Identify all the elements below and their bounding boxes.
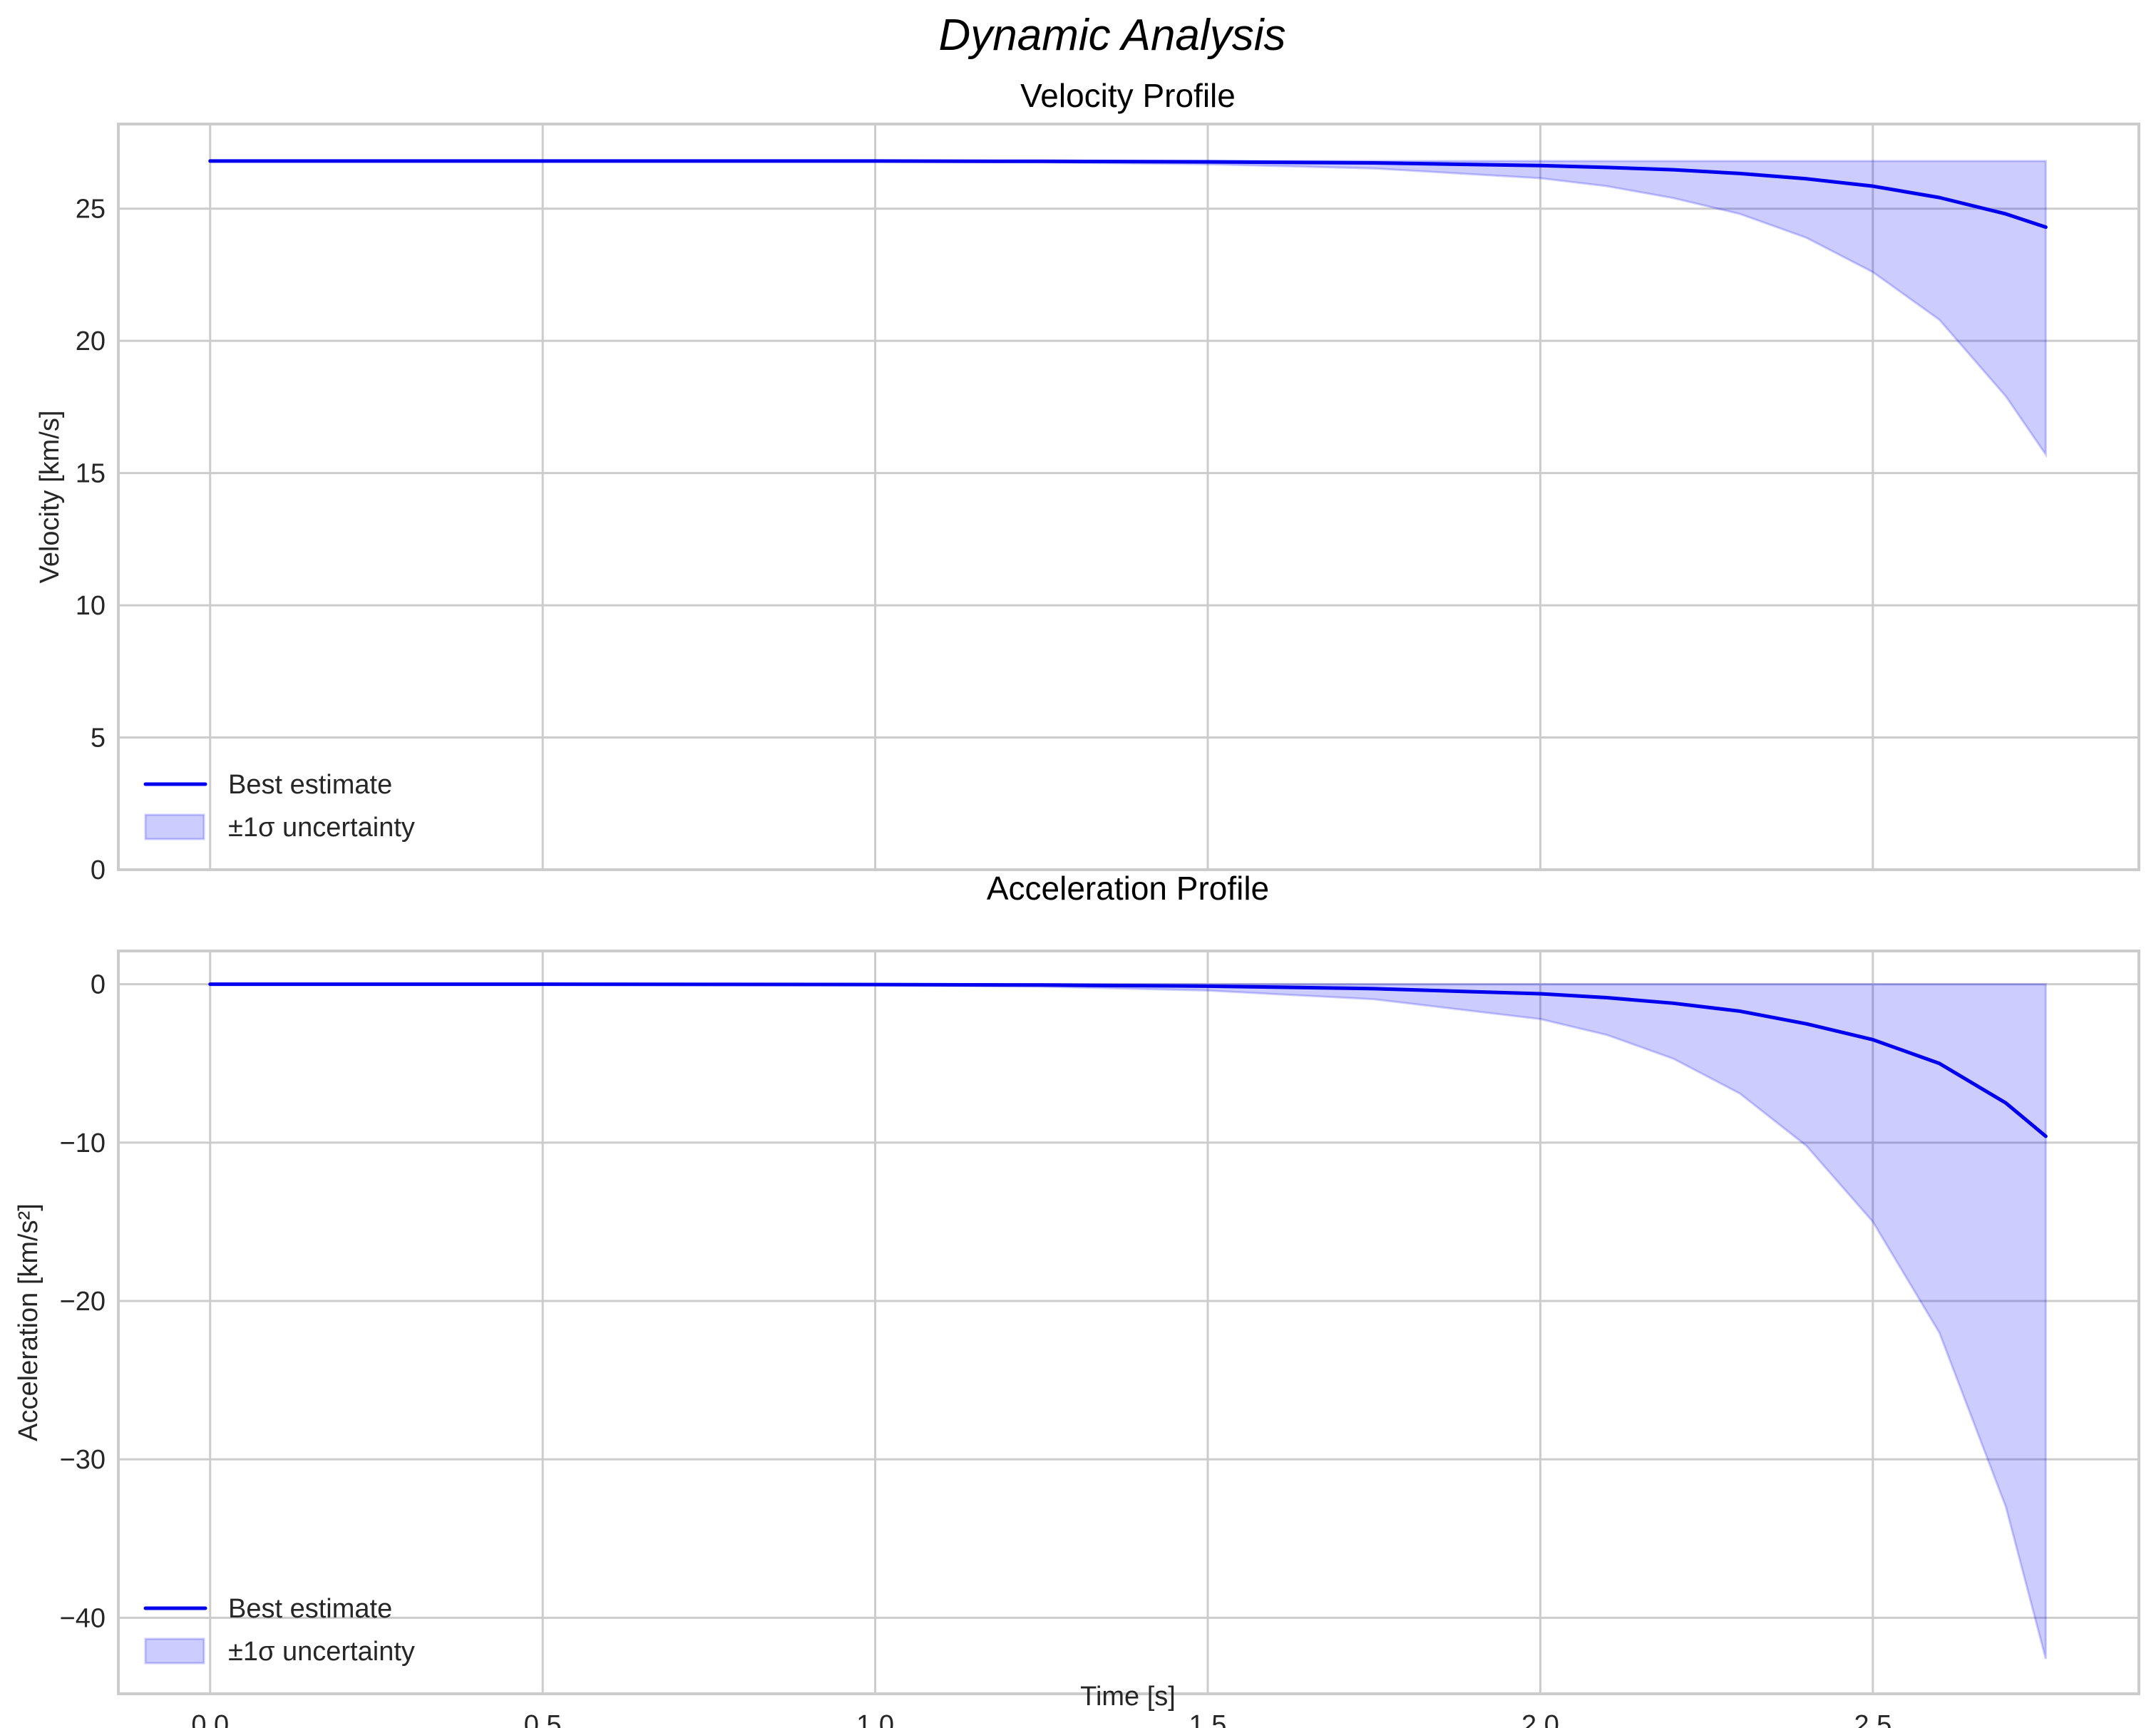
legend-label-uncertainty: ±1σ uncertainty <box>228 1637 415 1667</box>
x-tick-label: 1.0 <box>856 1710 894 1728</box>
legend-band-swatch <box>144 813 205 840</box>
y-tick-label: 0 <box>91 855 106 885</box>
acceleration-legend: Best estimate ±1σ uncertainty <box>143 1594 415 1667</box>
x-axis-label: Time [s] <box>1080 1682 1176 1712</box>
legend-band-swatch <box>144 1637 205 1665</box>
y-tick-label: 20 <box>76 326 106 356</box>
y-tick-label: 10 <box>76 591 106 621</box>
y-tick-label: −40 <box>60 1603 106 1633</box>
x-tick-label: 0.5 <box>524 1710 562 1728</box>
y-tick-label: −20 <box>60 1287 106 1317</box>
velocity-axes-frame <box>117 123 2140 871</box>
velocity-panel: Velocity Profile 0 5 10 15 20 25 Velocity [km… <box>35 77 2140 885</box>
velocity-ylabel: Velocity [km/s] <box>35 411 65 584</box>
velocity-title: Velocity Profile <box>1020 77 1236 114</box>
y-tick-label: −30 <box>60 1445 106 1475</box>
figure-suptitle: Dynamic Analysis <box>939 11 1286 60</box>
acceleration-axes-frame <box>117 950 2140 1695</box>
velocity-best-estimate-line <box>208 159 2048 230</box>
y-tick-label: 15 <box>76 459 106 489</box>
legend-label-uncertainty: ±1σ uncertainty <box>228 813 415 843</box>
x-tick-label: 2.0 <box>1521 1710 1559 1728</box>
x-axis-ticks: 0.0 0.5 1.0 1.5 2.0 2.5 <box>191 1710 1891 1728</box>
y-tick-label: 25 <box>76 195 106 225</box>
acceleration-uncertainty-band <box>210 983 2047 1660</box>
velocity-uncertainty-band <box>210 160 2047 458</box>
acceleration-title: Acceleration Profile <box>987 870 1269 907</box>
y-tick-label: 0 <box>91 970 106 1000</box>
velocity-y-ticks: 0 5 10 15 20 25 <box>76 195 106 885</box>
legend-label-best-estimate: Best estimate <box>228 1594 392 1624</box>
x-tick-label: 1.5 <box>1189 1710 1227 1728</box>
y-tick-label: 5 <box>91 724 106 754</box>
acceleration-panel: Acceleration Profile 0 −10 −20 −30 −40 Accel… <box>14 870 2140 1728</box>
legend-label-best-estimate: Best estimate <box>228 770 392 800</box>
x-tick-label: 2.5 <box>1854 1710 1891 1728</box>
x-tick-label: 0.0 <box>191 1710 229 1728</box>
velocity-legend: Best estimate ±1σ uncertainty <box>143 770 415 843</box>
acceleration-best-estimate-line <box>208 982 2048 1138</box>
acceleration-y-ticks: 0 −10 −20 −30 −40 <box>60 970 106 1634</box>
acceleration-ylabel: Acceleration [km/s²] <box>14 1203 43 1441</box>
y-tick-label: −10 <box>60 1128 106 1158</box>
